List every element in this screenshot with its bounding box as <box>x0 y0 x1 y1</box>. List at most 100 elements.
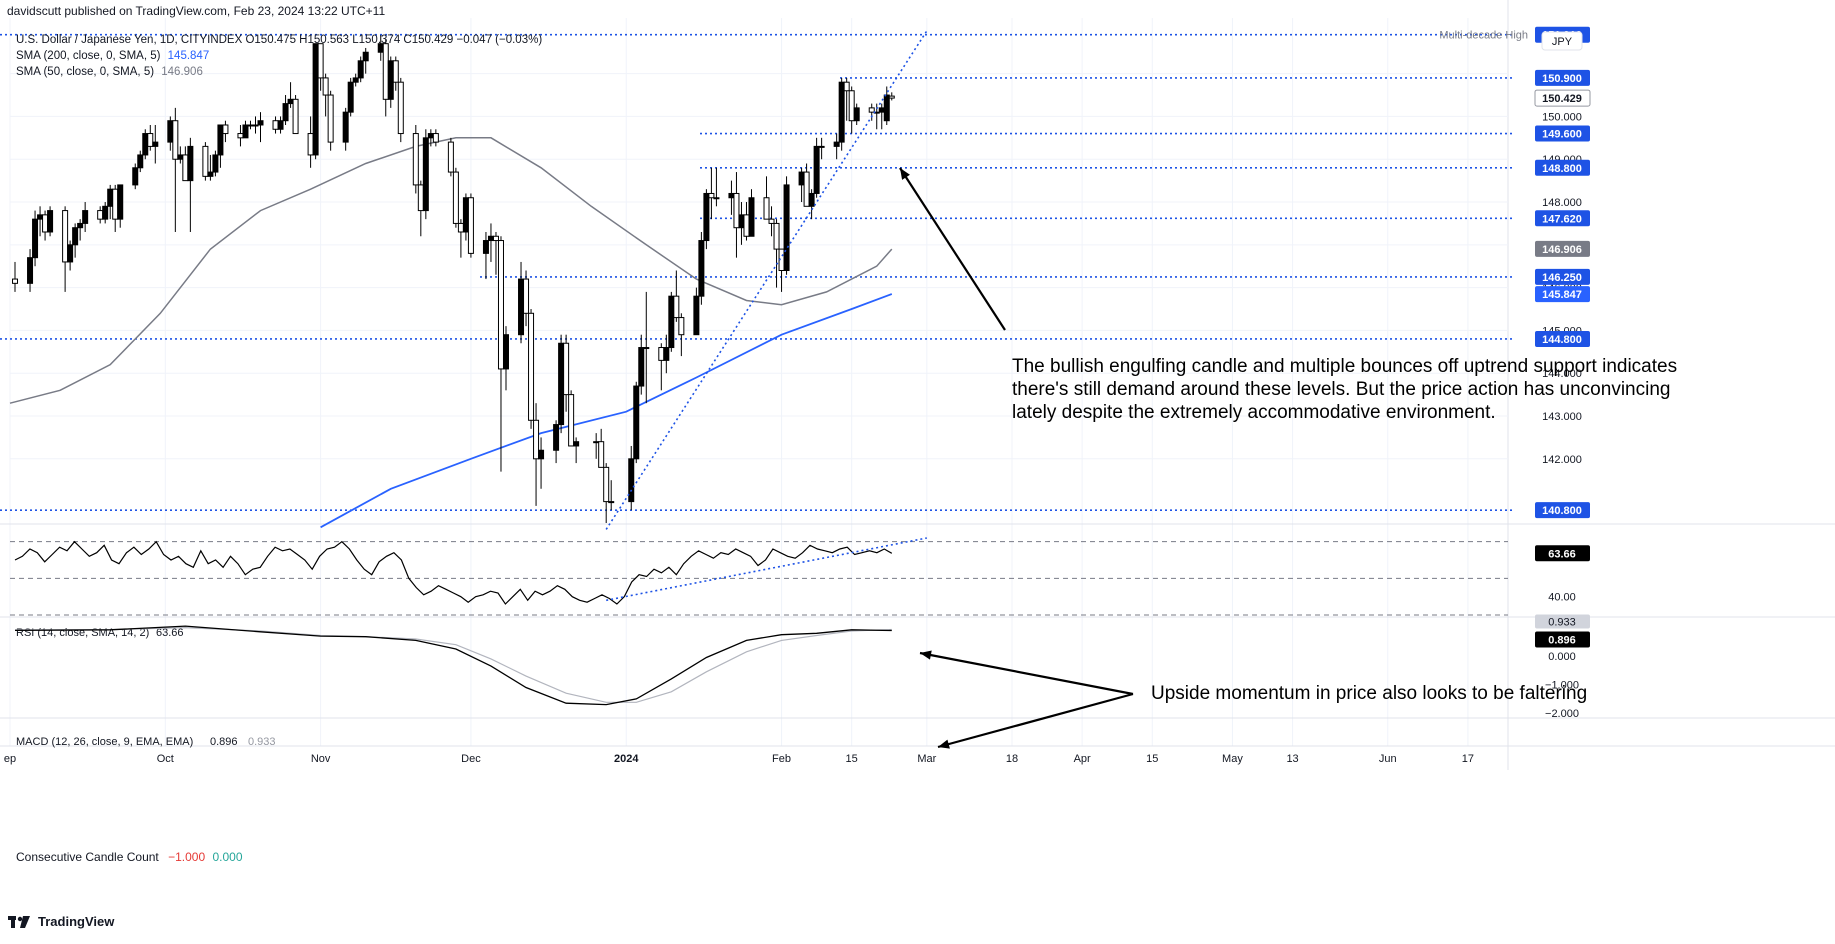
candle-2024-01-04 <box>638 334 645 395</box>
annotation-main-line-1: The bullish engulfing candle and multipl… <box>1012 356 1678 377</box>
candle-2023-09-14 <box>77 219 84 241</box>
candle-2023-11-21 <box>417 180 424 237</box>
candle-2023-09-20 <box>107 184 114 220</box>
candle-2023-09-12 <box>67 240 74 271</box>
candle-2023-09-08 <box>47 206 54 237</box>
arrow-to-macd-head <box>938 739 950 749</box>
sma50-legend-value: 146.906 <box>161 66 203 78</box>
candle-body <box>347 81 354 113</box>
candle-body <box>152 141 159 147</box>
candle-2023-09-15 <box>82 202 89 232</box>
candle-body <box>462 197 469 233</box>
candle-body <box>808 192 815 207</box>
arrow-to-rsi-head <box>920 650 932 660</box>
candle-2023-09-13 <box>72 223 79 258</box>
rsi-line <box>14 540 893 605</box>
symbol-line: U.S. Dollar / Japanese Yen, 1D, CITYINDE… <box>16 34 543 46</box>
candle-2023-11-22 <box>422 129 429 220</box>
candle-body <box>242 124 249 139</box>
candle-2023-12-27 <box>598 428 605 468</box>
price-badge-label-last: 150.429 <box>1542 93 1582 105</box>
candle-body <box>598 441 605 468</box>
candle-2023-11-01 <box>317 43 324 91</box>
macd-legend-signal: 0.933 <box>248 736 276 748</box>
currency-button <box>1541 31 1583 51</box>
candle-2024-02-05 <box>798 167 805 203</box>
candle-body <box>102 205 109 220</box>
candle-2023-10-26 <box>287 82 294 108</box>
candle-body <box>733 192 740 229</box>
candle-2024-01-19 <box>713 167 720 207</box>
candle-body <box>713 197 720 200</box>
x-tick-label-0: ep <box>4 753 16 765</box>
candle-2023-12-08 <box>502 326 509 391</box>
sma200-legend[interactable]: SMA (200, close, 0, SMA, 5) 145.847 <box>16 50 209 62</box>
candle-body <box>312 43 319 156</box>
candle-body <box>357 60 364 79</box>
candle-body <box>137 154 144 169</box>
price-badge-sma200 <box>1535 286 1590 303</box>
candle-body <box>608 501 615 504</box>
candle-body <box>292 98 299 135</box>
candle-body <box>838 81 845 143</box>
candle-2024-01-16 <box>698 231 705 305</box>
candle-2023-12-04 <box>482 231 489 280</box>
candle-2023-11-10 <box>362 47 369 74</box>
candle-body <box>422 137 429 212</box>
candle-body <box>397 81 404 135</box>
candle-body <box>112 188 119 220</box>
candle-body <box>257 120 264 126</box>
x-tick-label-8: 18 <box>1006 753 1018 765</box>
x-tick-label-14: 17 <box>1462 753 1474 765</box>
annotation-main-line-2: there's still demand around these levels… <box>1012 379 1671 400</box>
macd-value-badge-label: 0.896 <box>1548 635 1576 647</box>
price-tick-6: 148.000 <box>1542 197 1582 209</box>
x-tick-label-7: Mar <box>917 753 936 765</box>
candle-body <box>277 120 284 130</box>
candle-2023-10-04 <box>177 146 184 164</box>
candle-2024-01-18 <box>708 167 715 220</box>
candle-2023-10-19 <box>252 116 259 134</box>
candle-body <box>813 145 820 194</box>
candle-2024-01-26 <box>748 189 755 237</box>
candle-2023-11-28 <box>452 167 459 228</box>
candle-body <box>207 171 214 177</box>
candle-2023-10-09 <box>202 142 209 181</box>
candle-body <box>703 192 710 242</box>
candle-body <box>628 458 635 503</box>
consecutive-candle-legend[interactable]: Consecutive Candle Count −1.000 0.000 <box>16 850 243 864</box>
candle-2024-02-09 <box>818 137 825 160</box>
candle-2023-12-14 <box>533 403 540 506</box>
candle-body <box>132 167 139 186</box>
candle-2023-10-30 <box>307 116 314 168</box>
candle-body <box>202 145 209 177</box>
x-tick-label-6: 15 <box>846 753 858 765</box>
arrow-to-macd-shaft <box>937 692 1134 749</box>
candle-2023-12-15 <box>538 437 545 489</box>
macd-signal-badge <box>1535 614 1590 629</box>
candle-2023-12-18 <box>553 420 560 464</box>
macd-legend-value: 0.896 <box>210 736 238 748</box>
candle-body <box>803 171 810 207</box>
candle-body <box>342 111 349 143</box>
tradingview-logo[interactable]: TradingView <box>8 914 114 929</box>
candle-2023-11-20 <box>412 124 419 194</box>
candle-2024-01-05 <box>643 291 650 404</box>
rsi-tick-0: 40.00 <box>1548 592 1576 604</box>
candle-body <box>217 124 224 156</box>
candle-body <box>177 154 184 160</box>
candle-2023-11-16 <box>392 56 399 91</box>
candle-body <box>818 145 825 148</box>
candle-2023-09-04 <box>27 249 34 292</box>
candle-body <box>392 60 399 83</box>
sma50-legend[interactable]: SMA (50, close, 0, SMA, 5) 146.906 <box>16 66 203 78</box>
candle-2023-09-19 <box>102 202 109 224</box>
candle-body <box>487 235 494 242</box>
candle-2023-11-09 <box>357 56 364 83</box>
candle-body <box>142 133 149 156</box>
candle-2023-10-02 <box>167 116 174 151</box>
level-badge-4 <box>1535 210 1590 227</box>
candle-body <box>833 141 840 147</box>
arrow-to-rsi-shaft <box>919 651 1134 696</box>
